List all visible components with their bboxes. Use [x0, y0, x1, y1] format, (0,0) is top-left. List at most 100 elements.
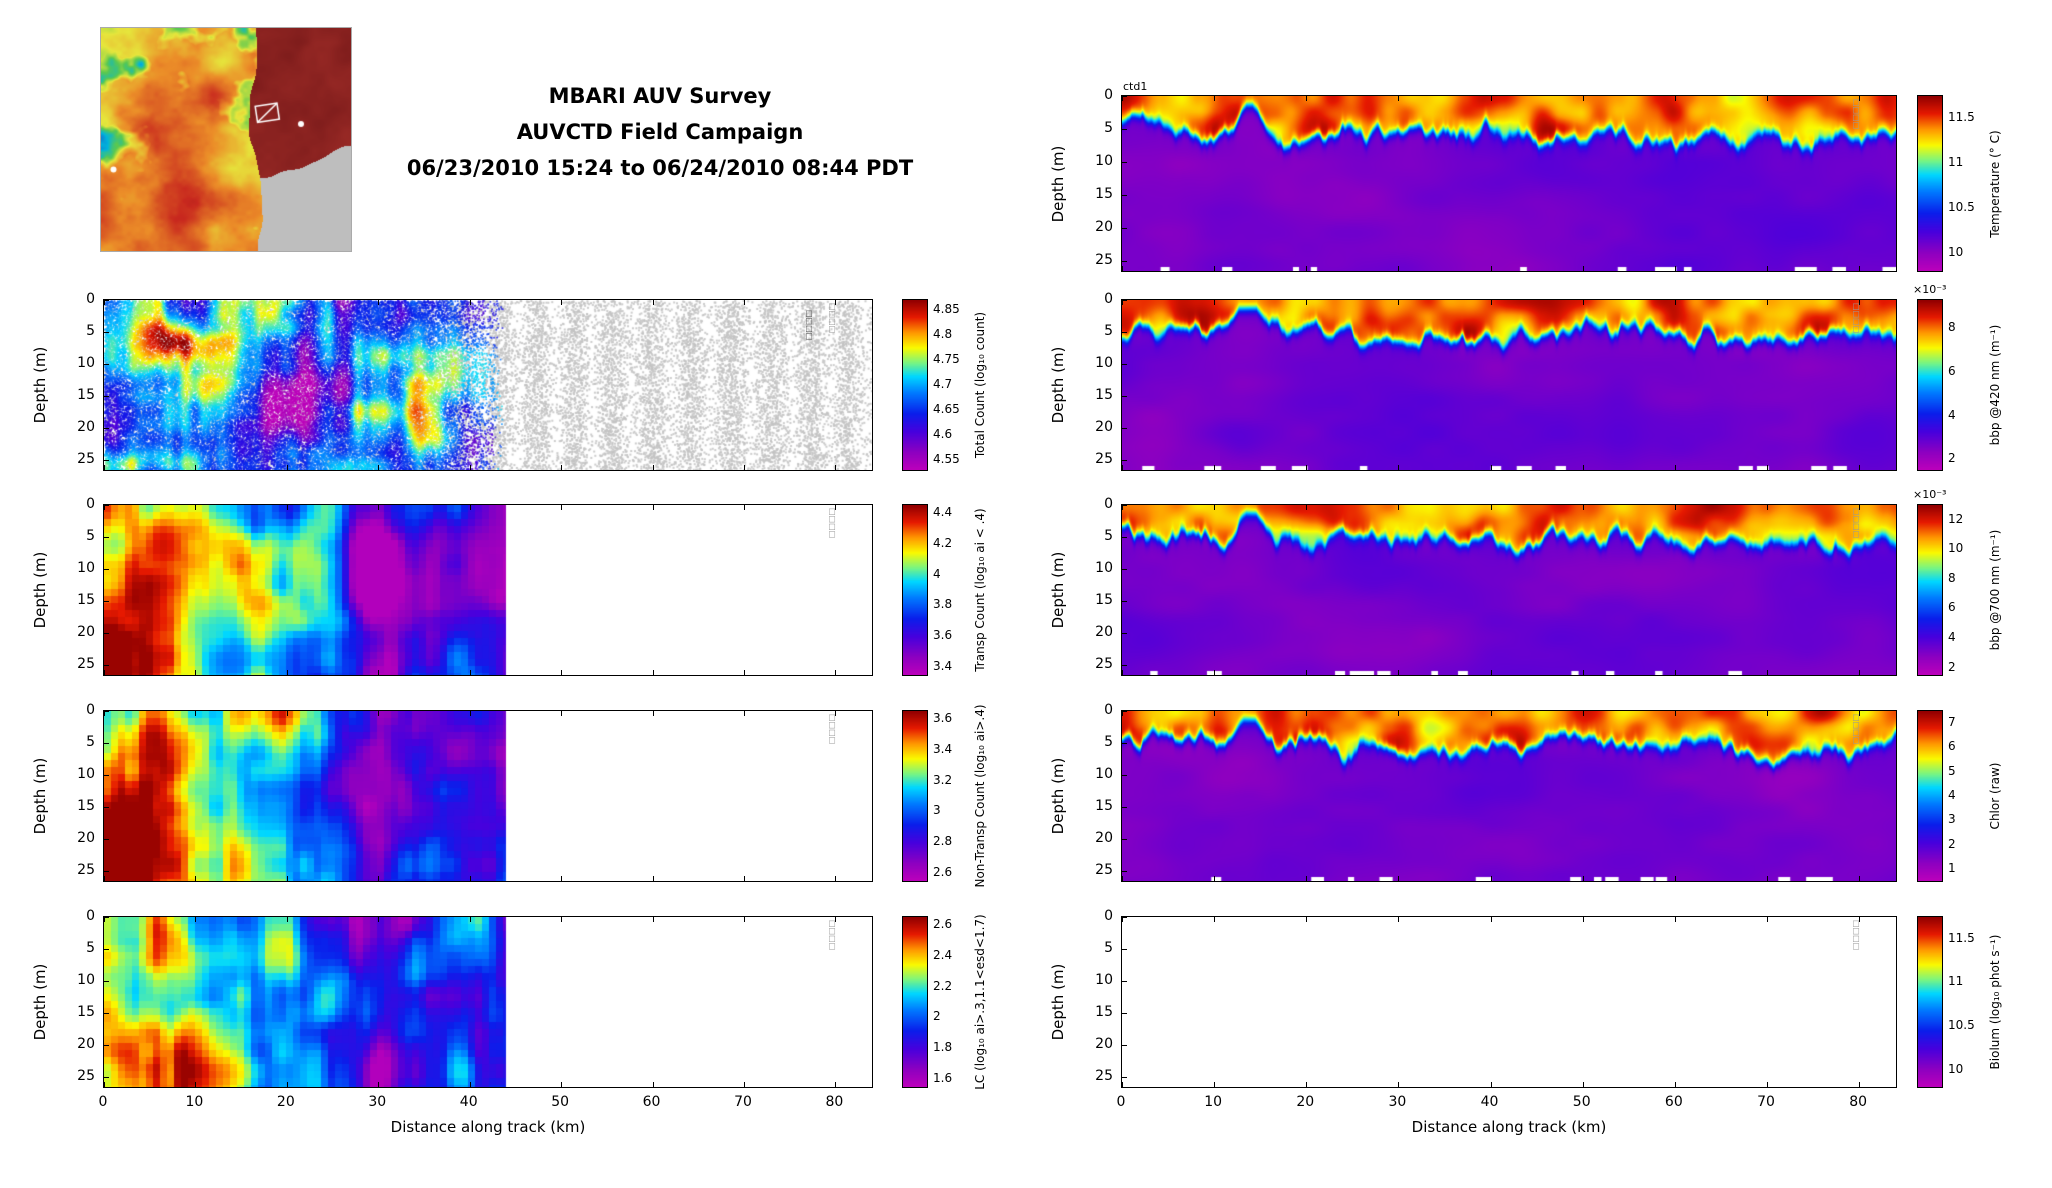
- y-tick-label: 0: [1104, 87, 1113, 103]
- colorbar-bbp700: [1917, 504, 1943, 676]
- colorbar-transp-count: [902, 504, 928, 676]
- x-tick-mark: [104, 1082, 105, 1087]
- x-tick-mark: [1306, 1082, 1307, 1087]
- x-tick-label: 40: [459, 1094, 478, 1110]
- colorbar-tick-label: 2: [1948, 659, 1956, 674]
- colorbar-tick-label: 11: [1948, 974, 1964, 989]
- y-tick-label: 25: [1095, 862, 1113, 879]
- panel-temperature: □□□□: [1121, 95, 1897, 272]
- colorbar-tick-label: 2.6: [933, 865, 953, 880]
- x-tick-mark: [835, 505, 836, 510]
- x-tick-mark: [378, 1082, 379, 1087]
- x-tick-mark: [287, 670, 288, 675]
- x-tick-mark: [1122, 505, 1123, 510]
- x-tick-mark: [195, 505, 196, 510]
- colorbar-tick-label: 3.6: [933, 710, 953, 725]
- total-count-colorbar-canvas: [903, 300, 927, 470]
- y-tick-label: 0: [1104, 702, 1113, 718]
- x-tick-mark: [835, 876, 836, 881]
- x-tick-label: 50: [551, 1094, 570, 1110]
- x-tick-mark: [1214, 300, 1215, 305]
- x-tick-mark: [1859, 917, 1860, 922]
- x-tick-mark: [1675, 917, 1676, 922]
- lc-heatmap-canvas: [104, 917, 872, 1087]
- x-tick-mark: [470, 465, 471, 470]
- colorbar-tick-label: 3.2: [933, 772, 953, 787]
- x-tick-mark: [653, 876, 654, 881]
- x-tick-mark: [653, 711, 654, 716]
- y-tick-label: 15: [77, 387, 95, 404]
- transp-count-colorbar-canvas: [903, 505, 927, 675]
- y-tick-mark: [104, 743, 109, 744]
- x-tick-mark: [1214, 670, 1215, 675]
- colorbar-tick-label: 6: [1948, 363, 1956, 378]
- chlor-colorbar-canvas: [1918, 711, 1942, 881]
- y-tick-label: 10: [1095, 560, 1113, 577]
- station-marker-labels: □□□□: [1852, 303, 1861, 334]
- x-tick-label: 60: [1664, 1094, 1683, 1110]
- x-tick-mark: [1675, 670, 1676, 675]
- y-tick-label: 5: [86, 323, 95, 340]
- y-tick-mark: [1122, 871, 1127, 872]
- x-tick-mark: [835, 465, 836, 470]
- x-tick-mark: [653, 465, 654, 470]
- x-tick-mark: [1583, 266, 1584, 271]
- y-tick-mark: [1122, 300, 1127, 301]
- colorbar-tick-label: 2: [933, 1009, 941, 1024]
- colorbar-multiplier: ×10⁻³: [1913, 488, 1947, 501]
- colorbar-tick-label: 4: [1948, 630, 1956, 645]
- y-tick-mark: [104, 981, 109, 982]
- x-tick-mark: [835, 670, 836, 675]
- x-tick-mark: [470, 505, 471, 510]
- x-tick-mark: [1583, 670, 1584, 675]
- x-tick-mark: [1398, 1082, 1399, 1087]
- colorbar-chlor: [1917, 710, 1943, 882]
- temperature-colorbar-canvas: [1918, 96, 1942, 271]
- panel-lc: □□□□: [103, 916, 873, 1088]
- y-tick-label: 25: [77, 451, 95, 468]
- x-tick-mark: [378, 917, 379, 922]
- y-tick-label: 5: [86, 940, 95, 957]
- y-tick-mark: [104, 665, 109, 666]
- y-tick-label: 5: [1104, 528, 1113, 545]
- x-tick-mark: [1491, 876, 1492, 881]
- x-tick-label: 70: [734, 1094, 752, 1110]
- x-tick-mark: [1583, 1082, 1584, 1087]
- x-tick-mark: [1583, 505, 1584, 510]
- y-tick-mark: [1122, 711, 1127, 712]
- x-tick-mark: [744, 876, 745, 881]
- colorbar-label-bbp700: bbp @700 nm (m⁻¹): [1988, 529, 2002, 651]
- colorbar-tick-label: 2: [1948, 451, 1956, 466]
- x-tick-mark: [1767, 505, 1768, 510]
- x-tick-mark: [470, 300, 471, 305]
- x-tick-mark: [1214, 876, 1215, 881]
- colorbar-label-non-transp-count: Non-Transp Count (log₁₀ ai>.4): [973, 704, 987, 888]
- x-tick-mark: [287, 465, 288, 470]
- y-tick-label: 25: [77, 1068, 95, 1085]
- colorbar-tick-label: 3.8: [933, 597, 953, 612]
- station-marker-labels: □□□□: [1852, 920, 1861, 951]
- colorbar-tick-label: 2: [1948, 836, 1956, 851]
- x-tick-label: 20: [1296, 1094, 1315, 1110]
- x-tick-mark: [1214, 1082, 1215, 1087]
- x-tick-mark: [1583, 465, 1584, 470]
- x-tick-mark: [744, 670, 745, 675]
- y-tick-mark: [1122, 1077, 1127, 1078]
- x-tick-mark: [1583, 711, 1584, 716]
- x-tick-mark: [561, 711, 562, 716]
- x-tick-label: 60: [642, 1094, 661, 1110]
- y-tick-mark: [104, 601, 109, 602]
- x-tick-mark: [561, 670, 562, 675]
- y-tick-mark: [104, 396, 109, 397]
- y-tick-label: 5: [86, 528, 95, 545]
- x-tick-mark: [1675, 876, 1676, 881]
- x-tick-mark: [1398, 711, 1399, 716]
- y-tick-mark: [1122, 743, 1127, 744]
- x-tick-mark: [1122, 266, 1123, 271]
- colorbar-tick-label: 12: [1948, 511, 1964, 526]
- y-tick-label: 20: [77, 1036, 95, 1053]
- x-tick-mark: [561, 505, 562, 510]
- x-tick-mark: [744, 1082, 745, 1087]
- y-tick-mark: [104, 537, 109, 538]
- y-tick-mark: [104, 839, 109, 840]
